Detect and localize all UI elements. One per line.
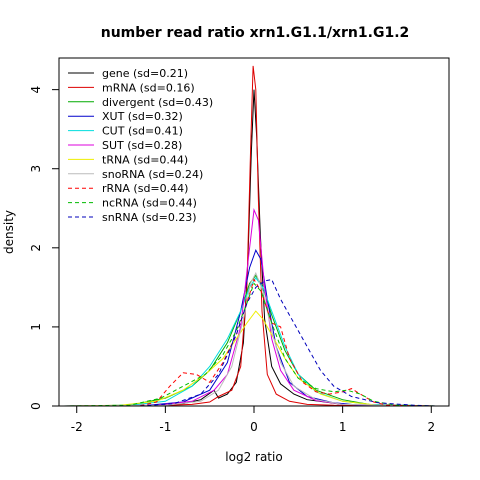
legend-label: snRNA (sd=0.23) [102, 211, 197, 224]
series-line-5 [63, 207, 436, 407]
x-axis-label: log2 ratio [225, 450, 282, 464]
legend-label: divergent (sd=0.43) [102, 96, 213, 109]
legend-label: tRNA (sd=0.44) [102, 153, 188, 166]
legend-label: ncRNA (sd=0.44) [102, 197, 197, 210]
legend-label: gene (sd=0.21) [102, 67, 188, 80]
x-tick-label: 0 [250, 420, 258, 434]
y-tick-label: 0 [29, 402, 43, 410]
legend-label: CUT (sd=0.41) [102, 125, 183, 138]
series-line-0 [63, 89, 436, 407]
series-line-3 [63, 248, 436, 407]
y-axis: 0 1 2 3 4 [29, 86, 60, 410]
plot-area [63, 65, 436, 407]
legend-label: mRNA (sd=0.16) [102, 81, 195, 94]
series-line-4 [63, 277, 436, 407]
x-tick-label: -1 [159, 420, 171, 434]
legend-label: SUT (sd=0.28) [102, 139, 182, 152]
legend: gene (sd=0.21)mRNA (sd=0.16) divergent (s… [68, 67, 213, 224]
y-tick-label: 3 [29, 165, 43, 173]
x-tick-label: -2 [71, 420, 83, 434]
legend-label: XUT (sd=0.32) [102, 110, 183, 123]
series-line-10 [63, 278, 436, 407]
series-line-8 [63, 278, 436, 407]
series-line-7 [63, 271, 436, 407]
series-line-1 [63, 65, 436, 407]
chart-title: number read ratio xrn1.G1.1/xrn1.G1.2 [101, 25, 410, 41]
y-tick-label: 4 [29, 86, 43, 94]
x-tick-label: 1 [339, 420, 347, 434]
legend-label: snoRNA (sd=0.24) [102, 168, 203, 181]
y-axis-label: density [2, 210, 16, 254]
y-tick-label: 2 [29, 244, 43, 252]
legend-label: rRNA (sd=0.44) [102, 182, 188, 195]
x-tick-label: 2 [427, 420, 435, 434]
series-line-6 [63, 310, 436, 407]
x-axis: -2 -1 0 1 2 [71, 405, 435, 434]
series-line-9 [63, 282, 436, 407]
y-tick-label: 1 [29, 323, 43, 331]
